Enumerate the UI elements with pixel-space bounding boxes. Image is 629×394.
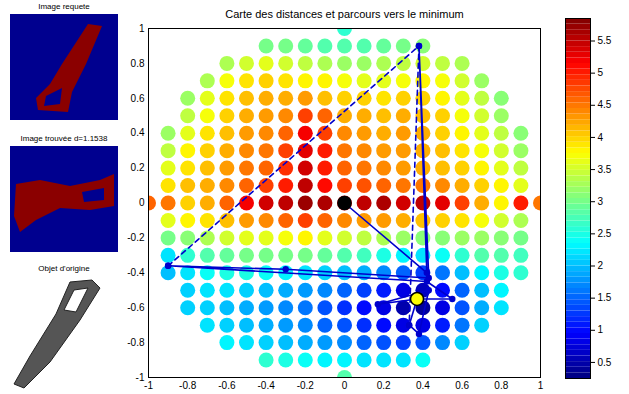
- svg-text:Objet d'origine: Objet d'origine: [38, 264, 90, 273]
- svg-text:-0.6: -0.6: [127, 302, 145, 313]
- svg-text:Carte des distances et parcour: Carte des distances et parcours vers le …: [225, 8, 463, 20]
- svg-text:5: 5: [598, 67, 604, 78]
- svg-text:0: 0: [342, 380, 348, 391]
- svg-text:-1: -1: [136, 372, 145, 383]
- svg-text:0.4: 0.4: [131, 127, 145, 138]
- svg-text:5.5: 5.5: [598, 35, 612, 46]
- svg-text:1: 1: [139, 23, 145, 34]
- svg-text:-1: -1: [144, 380, 153, 391]
- svg-text:0.2: 0.2: [377, 380, 391, 391]
- svg-text:1.5: 1.5: [598, 292, 612, 303]
- svg-text:-0.6: -0.6: [218, 380, 236, 391]
- svg-text:2: 2: [598, 260, 604, 271]
- svg-text:Image requete: Image requete: [38, 2, 90, 11]
- svg-text:0.6: 0.6: [131, 93, 145, 104]
- svg-text:0.6: 0.6: [455, 380, 469, 391]
- svg-text:4.5: 4.5: [598, 99, 612, 110]
- svg-text:-0.4: -0.4: [257, 380, 275, 391]
- svg-text:0.8: 0.8: [131, 58, 145, 69]
- svg-text:4: 4: [598, 132, 604, 143]
- svg-text:1: 1: [598, 324, 604, 335]
- svg-text:-0.2: -0.2: [127, 232, 145, 243]
- svg-text:-0.8: -0.8: [179, 380, 197, 391]
- svg-text:0.8: 0.8: [494, 380, 508, 391]
- svg-text:3.5: 3.5: [598, 164, 612, 175]
- svg-text:-0.8: -0.8: [127, 337, 145, 348]
- svg-text:2.5: 2.5: [598, 228, 612, 239]
- svg-text:1: 1: [538, 380, 544, 391]
- svg-text:0.5: 0.5: [598, 357, 612, 368]
- svg-text:3: 3: [598, 196, 604, 207]
- svg-text:-0.4: -0.4: [127, 267, 145, 278]
- svg-text:Image trouvée d=1.1538: Image trouvée d=1.1538: [21, 134, 109, 143]
- svg-text:-0.2: -0.2: [297, 380, 315, 391]
- svg-text:0.4: 0.4: [416, 380, 430, 391]
- svg-text:0: 0: [139, 197, 145, 208]
- svg-text:0.2: 0.2: [131, 162, 145, 173]
